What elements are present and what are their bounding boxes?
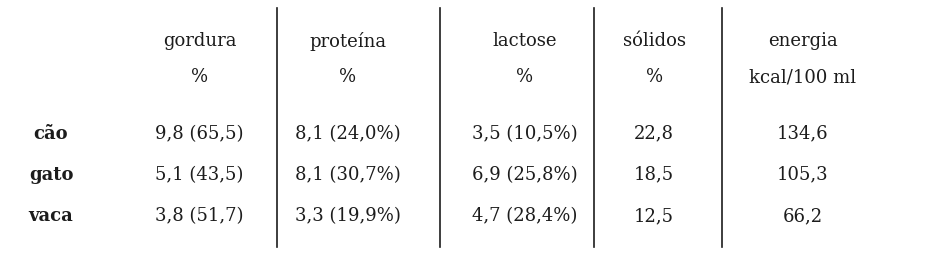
Text: 134,6: 134,6 <box>776 125 828 143</box>
Text: sólidos: sólidos <box>622 32 685 50</box>
Text: %: % <box>515 68 532 86</box>
Text: lactose: lactose <box>491 32 556 50</box>
Text: %: % <box>339 68 356 86</box>
Text: 22,8: 22,8 <box>633 125 674 143</box>
Text: 3,5 (10,5%): 3,5 (10,5%) <box>471 125 577 143</box>
Text: energia: energia <box>767 32 837 50</box>
Text: gato: gato <box>29 166 73 184</box>
Text: %: % <box>191 68 208 86</box>
Text: 5,1 (43,5): 5,1 (43,5) <box>155 166 244 184</box>
Text: 4,7 (28,4%): 4,7 (28,4%) <box>471 207 577 225</box>
Text: vaca: vaca <box>29 207 73 225</box>
Text: 8,1 (30,7%): 8,1 (30,7%) <box>295 166 400 184</box>
Text: 9,8 (65,5): 9,8 (65,5) <box>155 125 244 143</box>
Text: 105,3: 105,3 <box>776 166 828 184</box>
Text: 18,5: 18,5 <box>633 166 674 184</box>
Text: %: % <box>645 68 662 86</box>
Text: gordura: gordura <box>162 32 236 50</box>
Text: 12,5: 12,5 <box>633 207 674 225</box>
Text: kcal/100 ml: kcal/100 ml <box>748 68 856 86</box>
Text: proteína: proteína <box>309 32 387 51</box>
Text: cão: cão <box>33 125 69 143</box>
Text: 6,9 (25,8%): 6,9 (25,8%) <box>471 166 577 184</box>
Text: 66,2: 66,2 <box>781 207 822 225</box>
Text: 3,8 (51,7): 3,8 (51,7) <box>155 207 244 225</box>
Text: 8,1 (24,0%): 8,1 (24,0%) <box>295 125 400 143</box>
Text: 3,3 (19,9%): 3,3 (19,9%) <box>295 207 400 225</box>
